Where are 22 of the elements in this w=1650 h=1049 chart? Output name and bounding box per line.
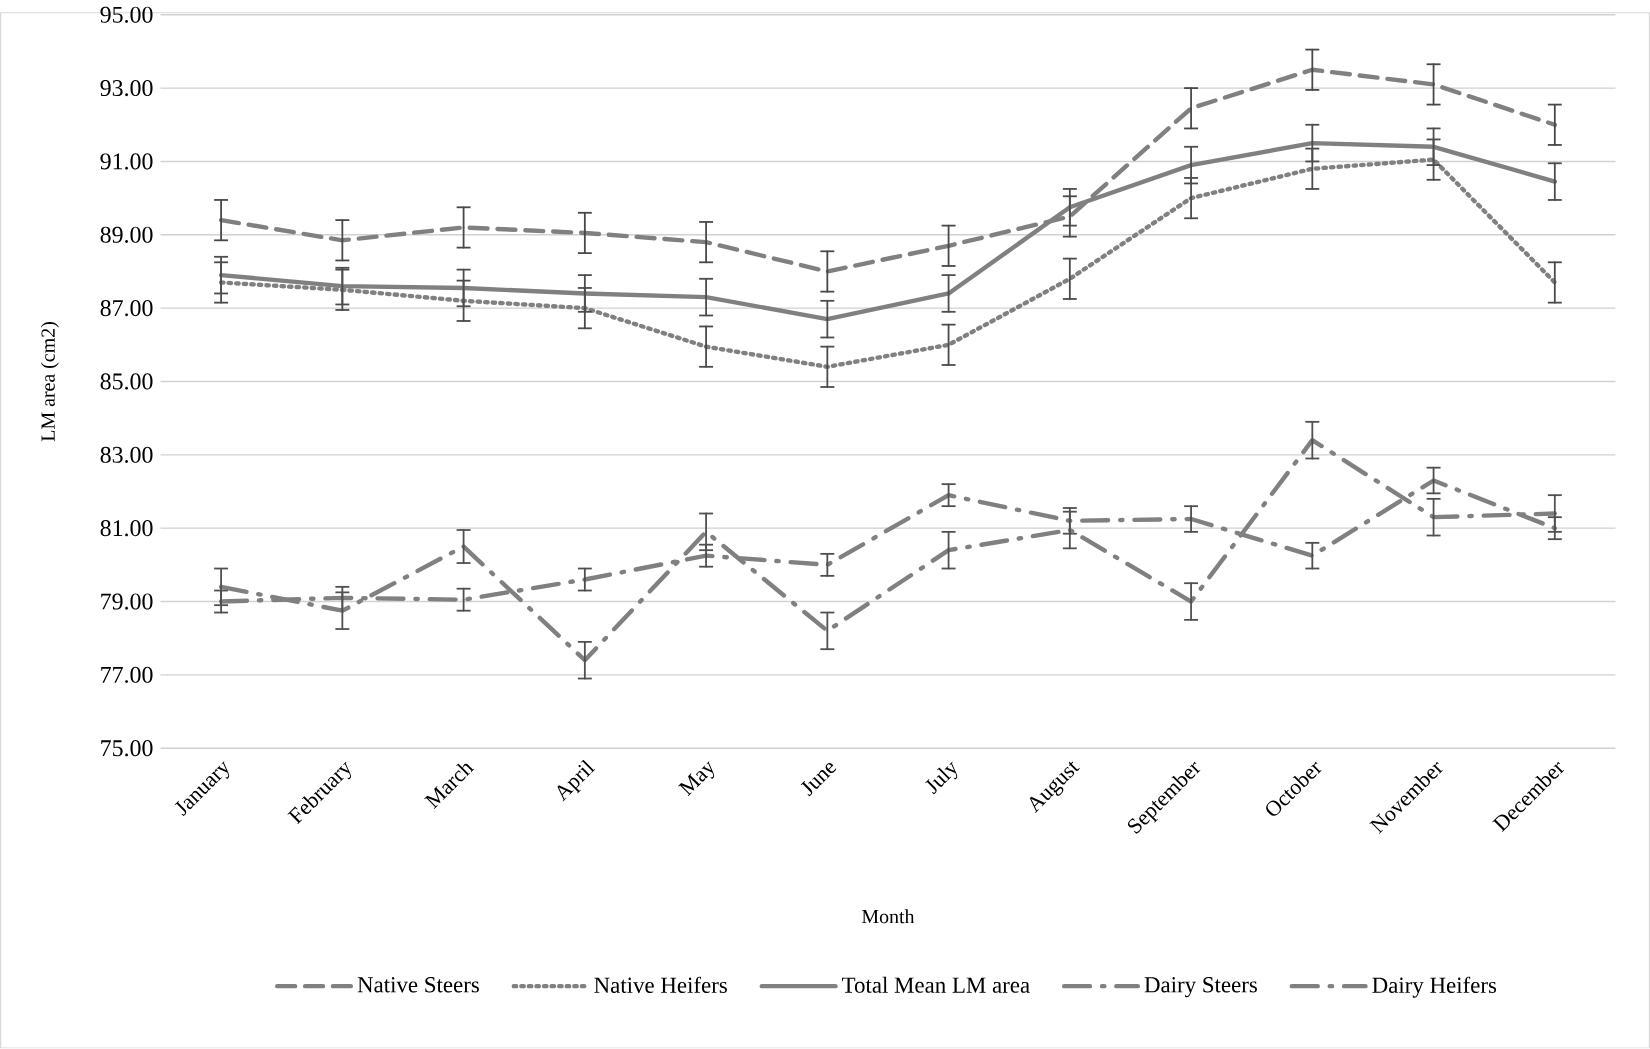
- line-series: [218, 438, 1557, 663]
- legend-label: Dairy Heifers: [1372, 976, 1497, 998]
- y-tick-label: 85.00: [100, 373, 153, 390]
- y-tick-label: 95.00: [100, 6, 153, 24]
- y-tick-label: 83.00: [100, 446, 153, 464]
- y-tick-label: 91.00: [100, 153, 153, 170]
- legend-label: Native Heifers: [594, 976, 727, 994]
- y-tick-label: 75.00: [101, 740, 153, 757]
- y-tick-label: 79.00: [101, 593, 153, 610]
- x-tick-label: July: [925, 762, 958, 795]
- x-tick-label: June: [800, 763, 837, 797]
- y-tick-label: 81.00: [100, 520, 153, 537]
- y-tick-label: 77.00: [101, 666, 153, 684]
- legend-label: Native Steers: [357, 977, 479, 993]
- y-tick-label: 93.00: [100, 80, 153, 97]
- legend-label: Dairy Steers: [1144, 977, 1257, 998]
- x-axis-title: Month: [861, 909, 915, 924]
- x-tick-label: May: [678, 761, 715, 797]
- y-axis-title: LM area (cm2): [40, 322, 59, 442]
- legend-label: Total Mean LM area: [842, 976, 1030, 994]
- y-tick-label: 89.00: [100, 226, 153, 244]
- y-tick-label: 87.00: [100, 300, 153, 317]
